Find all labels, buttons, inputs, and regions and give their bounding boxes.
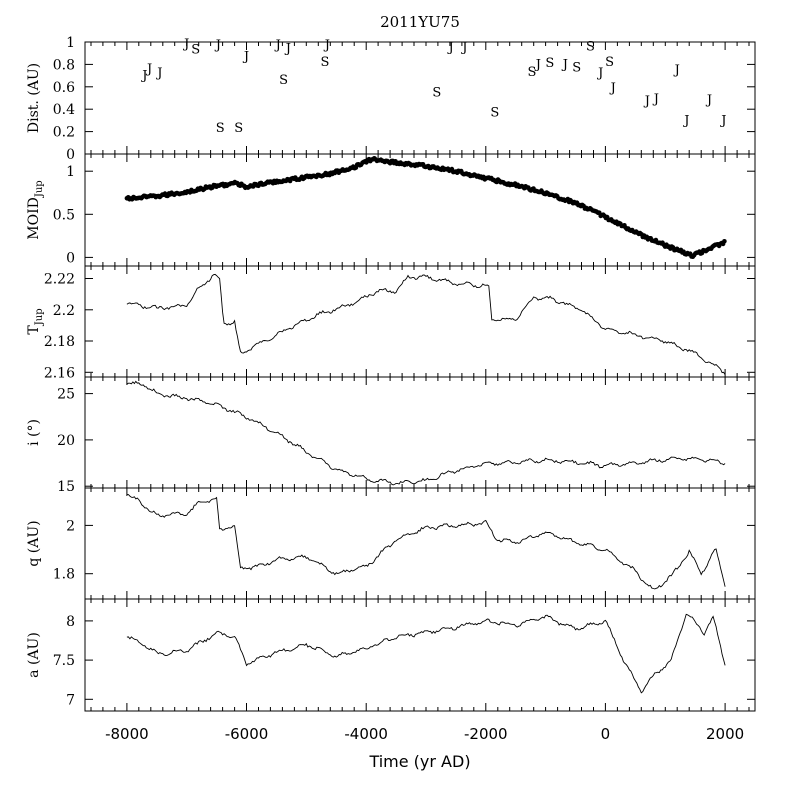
encounter-marker-J: J — [446, 41, 453, 56]
panel-a: 7 7.5 8 a (AU) — [26, 598, 756, 712]
encounter-marker-S: S — [432, 85, 441, 100]
encounter-marker-J: J — [323, 38, 330, 53]
encounter-marker-J: J — [182, 37, 189, 52]
encounter-marker-S: S — [279, 73, 288, 88]
encounter-marker-J: J — [284, 42, 291, 57]
encounter-marker-J: J — [140, 69, 147, 84]
encounter-marker-S: S — [527, 65, 536, 80]
y-tick-label: 2.22 — [44, 272, 75, 288]
y-tick-label: 7 — [66, 692, 75, 708]
encounter-marker-J: J — [561, 57, 568, 72]
encounter-marker-J: J — [534, 57, 541, 72]
series-line-a — [126, 613, 726, 694]
y-tick-label: 1.8 — [53, 567, 75, 583]
y-tick-label: 25 — [57, 387, 75, 403]
encounter-marker-J: J — [643, 94, 650, 109]
x-axis: -8000 -6000 -4000 -2000 0 2000 — [105, 725, 744, 743]
encounter-marker-J: J — [609, 81, 616, 96]
y-tick-label: 8 — [66, 614, 75, 630]
y-tick-label: 0 — [66, 147, 75, 163]
y-tick-label: 0.5 — [53, 207, 75, 223]
y-tick-label: 2.16 — [44, 365, 75, 381]
y-tick-label: 0.6 — [53, 80, 75, 96]
y-axis-label-a: a (AU) — [26, 632, 42, 678]
y-tick-label: 0.4 — [53, 102, 75, 118]
encounter-marker-S: S — [586, 39, 595, 54]
encounter-marker-J: J — [460, 41, 467, 56]
y-tick-label: 2.2 — [53, 303, 75, 319]
y-tick-label: 20 — [57, 433, 75, 449]
y-tick-label: 0.8 — [53, 57, 75, 73]
panel-frame — [84, 487, 756, 600]
y-axis-label-moid: MOIDJup — [26, 180, 45, 239]
panel-frame — [84, 265, 756, 378]
moid-point — [722, 239, 727, 244]
y-tick-label: 0.2 — [53, 125, 75, 141]
x-tick-label: -8000 — [105, 725, 149, 743]
y-axis-label-q: q (AU) — [26, 520, 42, 566]
series-line-incl — [126, 380, 726, 486]
y-tick-label: 0 — [66, 250, 75, 266]
y-tick-label: 7.5 — [53, 653, 75, 669]
encounter-marker-J: J — [145, 62, 152, 77]
encounter-marker-S: S — [216, 121, 225, 136]
y-axis-label-incl: i (°) — [26, 419, 42, 446]
encounter-marker-J: J — [652, 92, 659, 107]
encounter-marker-J: J — [274, 38, 281, 53]
encounter-marker-J: J — [242, 49, 249, 64]
y-tick-label: 2.18 — [44, 334, 75, 350]
series-line-q — [126, 494, 726, 590]
encounter-marker-S: S — [545, 56, 554, 71]
encounter-marker-S: S — [320, 55, 329, 70]
y-tick-label: 1 — [66, 164, 75, 180]
panel-q: 1.8 2 q (AU) — [26, 487, 756, 600]
encounter-marker-J: J — [596, 66, 603, 81]
y-tick-label: 15 — [57, 479, 75, 495]
x-tick-label: 0 — [601, 725, 611, 743]
encounter-marker-J: J — [719, 113, 726, 128]
encounter-marker-S: S — [572, 61, 581, 76]
x-tick-label: -4000 — [344, 725, 388, 743]
encounter-marker-J: J — [155, 66, 162, 81]
x-tick-label: -2000 — [464, 725, 508, 743]
y-axis-label-subscript: Jup — [34, 180, 45, 198]
y-tick-label: 1 — [66, 35, 75, 51]
encounter-marker-J: J — [705, 93, 712, 108]
y-axis-label-dist: Dist. (AU) — [26, 63, 42, 133]
encounter-marker-S: S — [234, 121, 243, 136]
encounter-marker-S: S — [490, 105, 499, 120]
panel-moid: 0 0.5 1 MOIDJup — [26, 153, 756, 267]
panel-tjup: 2.16 2.18 2.2 2.22 TJup — [26, 265, 756, 381]
encounter-marker-J: J — [214, 38, 221, 53]
panel-incl: 15 20 25 i (°) — [26, 376, 756, 495]
x-tick-label: -6000 — [225, 725, 269, 743]
y-axis-label-tjup: TJup — [26, 308, 45, 334]
encounter-marker-J: J — [682, 113, 689, 128]
x-tick-label: 2000 — [706, 725, 744, 743]
panel-frame — [84, 598, 756, 712]
encounter-marker-J: J — [673, 63, 680, 78]
encounter-marker-S: S — [191, 43, 200, 58]
y-tick-label: 2 — [66, 518, 75, 534]
chart-title: 2011YU75 — [380, 13, 460, 31]
encounter-marker-S: S — [605, 55, 614, 70]
panel-frame — [84, 153, 756, 267]
panel-frame — [84, 376, 756, 489]
y-axis-label-subscript: Jup — [34, 308, 45, 326]
x-axis-label: Time (yr AD) — [368, 752, 470, 771]
series-line-tjup — [126, 273, 726, 375]
